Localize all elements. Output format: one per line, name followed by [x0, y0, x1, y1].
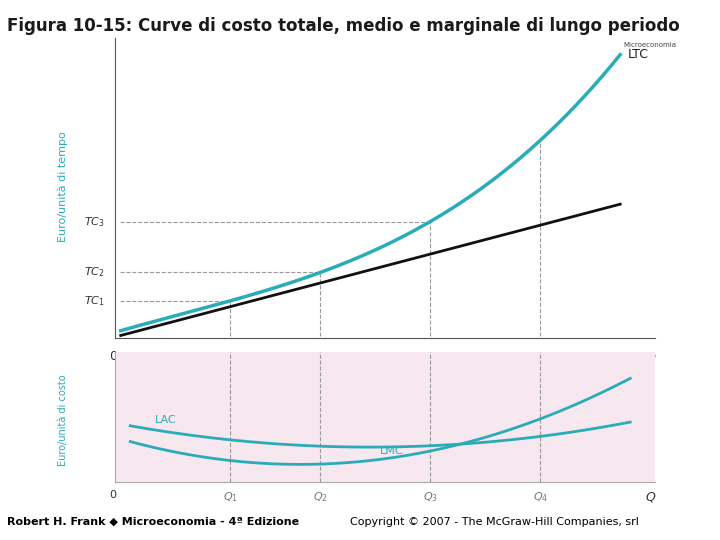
- Text: LMC: LMC: [380, 446, 404, 456]
- Text: $TC_1$: $TC_1$: [84, 294, 105, 308]
- Text: Graw: Graw: [684, 521, 708, 530]
- Text: Hill: Hill: [688, 531, 704, 540]
- Text: LTC: LTC: [628, 48, 649, 61]
- Text: $Q_2$: $Q_2$: [312, 350, 328, 366]
- Text: $Q_4$: $Q_4$: [532, 350, 549, 366]
- Text: $Q_4$: $Q_4$: [533, 490, 548, 504]
- Text: Mc: Mc: [688, 509, 704, 519]
- Text: LAC: LAC: [156, 415, 177, 425]
- Text: $Q$: $Q$: [644, 490, 656, 504]
- Text: Euro/unità di costo: Euro/unità di costo: [58, 374, 68, 466]
- Text: 0: 0: [109, 490, 116, 501]
- Text: $Q_3$: $Q_3$: [422, 350, 438, 366]
- Text: Robert H. Frank ◆ Microeconomia - 4ª Edizione: Robert H. Frank ◆ Microeconomia - 4ª Edi…: [6, 517, 299, 526]
- Text: $Q_1$: $Q_1$: [222, 350, 238, 366]
- Text: $Q_1$: $Q_1$: [222, 490, 238, 504]
- Text: 0: 0: [109, 350, 117, 363]
- Text: Euro/unità di tempo: Euro/unità di tempo: [58, 131, 68, 242]
- Text: Microeconomia: Microeconomia: [624, 42, 676, 48]
- Text: $TC_2$: $TC_2$: [84, 266, 105, 279]
- Text: $Q$: $Q$: [644, 350, 657, 366]
- Text: $Q_3$: $Q_3$: [423, 490, 438, 504]
- Text: $TC_3$: $TC_3$: [84, 215, 105, 228]
- Text: Figura 10-15: Curve di costo totale, medio e marginale di lungo periodo: Figura 10-15: Curve di costo totale, med…: [7, 17, 680, 35]
- Text: Copyright © 2007 - The McGraw-Hill Companies, srl: Copyright © 2007 - The McGraw-Hill Compa…: [350, 517, 639, 526]
- Text: $Q_2$: $Q_2$: [312, 490, 328, 504]
